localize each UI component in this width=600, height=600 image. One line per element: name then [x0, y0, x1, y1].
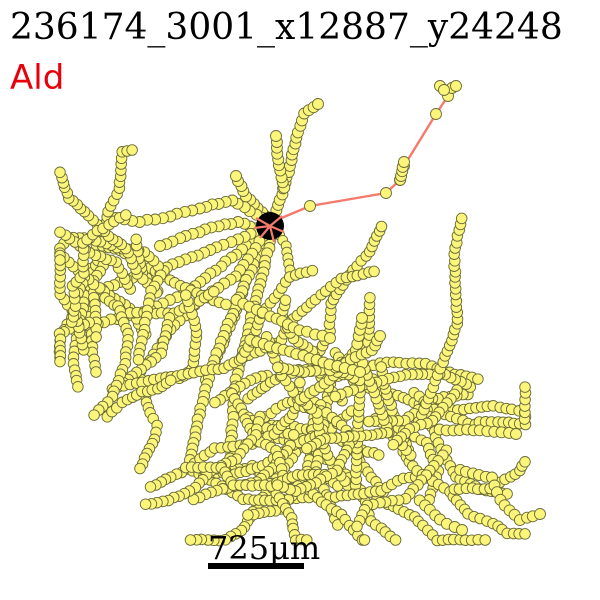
neurite-node [387, 438, 400, 451]
neurite-node [519, 456, 531, 468]
neurite-node [301, 534, 313, 546]
neurite-node [134, 462, 146, 475]
neurite-node [301, 442, 313, 455]
neurite-node [184, 534, 197, 546]
neurite-node [54, 355, 66, 368]
neurite-node [54, 166, 66, 179]
soma-branch-origin [269, 224, 285, 234]
neurite-node [270, 130, 282, 142]
neurite-node [356, 312, 368, 324]
soma-branch-origin [253, 224, 271, 230]
neurite-node [510, 428, 522, 440]
soma-branch-origin [255, 217, 271, 227]
figure-title: 236174_3001_x12887_y24248 [10, 7, 563, 48]
neurite-node [312, 98, 324, 110]
soma-branch-origin [269, 215, 283, 227]
neurite-node [375, 361, 387, 373]
neurite-node [519, 528, 531, 540]
neurite-node [358, 534, 371, 546]
neurite-node [120, 209, 132, 221]
neurite-node [372, 449, 385, 461]
soma-branch-origins [253, 215, 285, 243]
neurite-node [88, 409, 100, 421]
neurite-node [90, 331, 102, 343]
neurite-node [272, 361, 284, 374]
neurite-node [126, 144, 138, 156]
neurite-node [534, 508, 546, 520]
neurite-node [54, 226, 66, 238]
neurite-node [304, 200, 316, 212]
neurite-nodes [53, 80, 546, 547]
neurite-node [364, 291, 376, 304]
neurite-node [351, 520, 363, 533]
neurite-node [230, 170, 242, 182]
neurite-node [430, 108, 442, 120]
neurite-node [374, 330, 386, 342]
neurite-node [287, 429, 300, 441]
neurite-node [519, 381, 531, 393]
scale-bar-label: 725μm [208, 529, 321, 567]
neurite-node [294, 376, 306, 389]
neurite-node [438, 84, 450, 96]
neurite-node [324, 332, 336, 344]
neurite-node [144, 481, 157, 493]
neurite-node [375, 220, 388, 233]
neurite-node [209, 396, 221, 409]
neurite-branch [271, 84, 457, 224]
neurite-node [368, 265, 380, 278]
neurite-node [455, 212, 468, 225]
neurite-node [54, 254, 66, 266]
neurite-node [389, 534, 402, 546]
neurite-node [479, 534, 491, 546]
neurite-node [242, 509, 254, 521]
neurite-node [380, 187, 392, 199]
neurite-node [279, 294, 292, 306]
neurite-node [154, 240, 166, 252]
neurite-node [180, 289, 192, 301]
neurite-node [208, 285, 220, 298]
neurite-node [456, 524, 468, 536]
neurite-node [472, 373, 484, 385]
neurite-node [220, 298, 232, 311]
neurite-node [164, 374, 177, 387]
neurite-node [132, 353, 145, 366]
neurite-node [354, 366, 366, 378]
neurite-node [306, 264, 319, 277]
soma-branch-origin [268, 225, 276, 243]
neurite-node [130, 233, 142, 246]
soma-branch-origin [259, 225, 271, 239]
neurite-node [90, 366, 102, 378]
figure-subtitle: Ald [10, 58, 65, 98]
neurite-node [139, 498, 152, 510]
neurite-node [450, 80, 462, 92]
neurite-node [329, 390, 341, 403]
neurite-node [398, 156, 410, 168]
neurite-node [363, 415, 375, 428]
neurite-node [271, 479, 284, 491]
neurite-node [72, 381, 84, 393]
scale-bar [208, 563, 304, 569]
